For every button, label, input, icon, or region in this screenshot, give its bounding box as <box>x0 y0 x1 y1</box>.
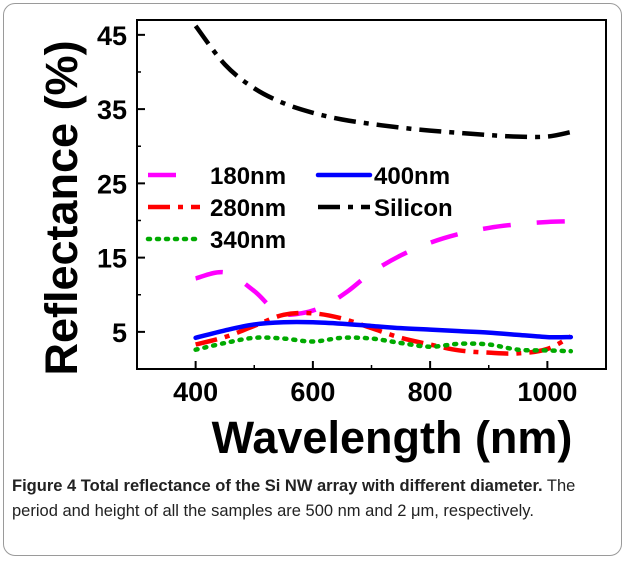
caption-title: Total reflectance of the Si NW array wit… <box>80 477 543 495</box>
x-tick-label: 400 <box>173 377 218 407</box>
legend-label-340nm: 340nm <box>210 227 286 254</box>
y-axis-label: Reflectance (%) <box>36 40 87 375</box>
y-tick-label: 25 <box>97 169 127 199</box>
legend-label-400nm: 400nm <box>374 163 450 190</box>
x-tick-label: 800 <box>408 377 453 407</box>
y-tick-label: 5 <box>112 318 127 348</box>
figure-frame <box>3 3 622 556</box>
series-layer <box>193 24 574 356</box>
caption-text: The period and height of all the samples… <box>12 477 576 520</box>
series-line-340nm <box>193 335 574 354</box>
reflectance-chart: 5 15 25 35 45 400 600 800 1000 180nm 400nm 280nm S… <box>36 19 607 463</box>
series-line-400nm <box>193 319 574 341</box>
legend-label-280nm: 280nm <box>210 195 286 222</box>
x-axis: 400 600 800 1000 <box>173 361 577 407</box>
plot-border <box>136 19 607 370</box>
legend: 180nm 400nm 280nm Silicon 340nm <box>145 163 453 254</box>
legend-label-180nm: 180nm <box>210 163 286 190</box>
y-axis: 5 15 25 35 45 <box>97 21 145 348</box>
caption-label: Figure 4 <box>12 477 77 495</box>
x-tick-label: 1000 <box>517 377 577 407</box>
legend-label-silicon: Silicon <box>374 195 453 222</box>
y-tick-label: 35 <box>97 95 127 125</box>
plot-area <box>136 19 607 370</box>
figure-caption: Figure 4 Total reflectance of the Si NW … <box>12 474 612 524</box>
y-tick-label: 45 <box>97 21 127 51</box>
series-line-180nm <box>195 218 571 317</box>
y-tick-label: 15 <box>97 244 127 274</box>
x-tick-label: 600 <box>290 377 335 407</box>
x-axis-label: Wavelength (nm) <box>212 412 573 463</box>
series-line-silicon <box>193 24 572 140</box>
